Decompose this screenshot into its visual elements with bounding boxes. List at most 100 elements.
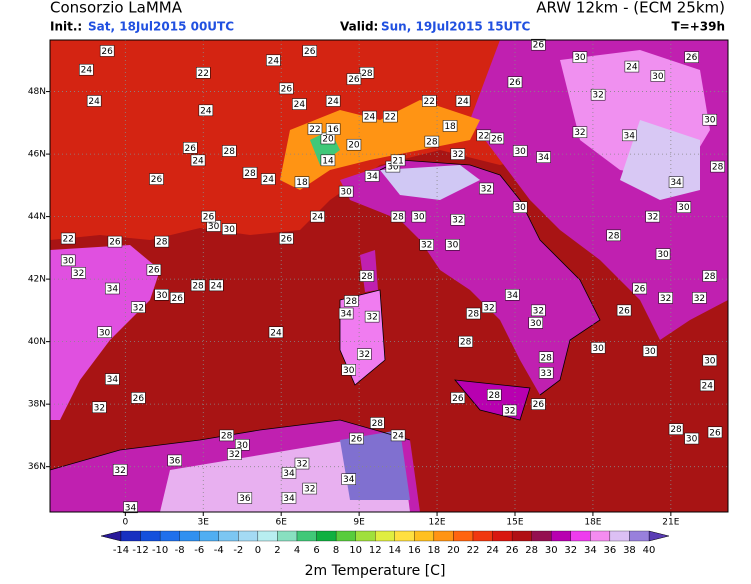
station-box (531, 38, 546, 51)
lon-tick-label: 18E (584, 518, 601, 528)
station-value: 24 (626, 63, 638, 73)
station-box (86, 95, 102, 107)
station-value: 28 (460, 338, 472, 348)
colorbar-bin (453, 530, 474, 542)
station-value: 26 (151, 175, 163, 185)
station-box (131, 301, 146, 314)
station-value: 26 (533, 400, 545, 410)
colorbar-bin (375, 530, 395, 542)
station-value: 32 (452, 150, 463, 160)
station-value: 30 (704, 116, 716, 126)
station-box (344, 295, 359, 307)
station-box (338, 307, 354, 320)
station-box (170, 292, 185, 304)
station-value: 32 (94, 403, 105, 413)
colorbar-bin (257, 530, 278, 542)
tunisia-core (340, 430, 410, 500)
station-value: 32 (421, 241, 432, 251)
station-value: 28 (361, 69, 373, 79)
colorbar-tick-label: 38 (623, 545, 636, 556)
station-value: 28 (221, 431, 233, 441)
colorbar-tick-label: 32 (564, 545, 577, 556)
station-value: 24 (268, 56, 280, 66)
colorbar-tick-label: 34 (584, 545, 597, 556)
station-value: 30 (657, 250, 669, 260)
station-box (650, 70, 666, 82)
colorbar-bin (570, 530, 591, 542)
colorbar-tick-label: -12 (132, 545, 148, 556)
station-value: 26 (634, 285, 646, 295)
station-box (668, 423, 684, 435)
station-box (622, 129, 637, 142)
station-value: 26 (452, 394, 464, 404)
station-box (505, 289, 520, 301)
station-box (710, 160, 725, 173)
colorbar-bin (218, 530, 239, 542)
station-value: 28 (156, 238, 168, 248)
colorbar-tick-label: -6 (194, 545, 204, 556)
colorbar-bin (316, 530, 337, 542)
lon-tick-label: 3E (198, 518, 210, 528)
station-box (466, 307, 481, 320)
station-box (221, 145, 237, 157)
station-value: 24 (200, 106, 212, 116)
station-box (481, 301, 497, 314)
valid-time: Sun, 19Jul2015 15UTC (381, 20, 530, 34)
colorbar-bin (238, 530, 259, 542)
station-box (320, 154, 336, 167)
station-value: 36 (169, 456, 181, 466)
station-box (346, 138, 362, 151)
station-box (668, 176, 684, 188)
station-box (362, 110, 377, 123)
station-value: 24 (312, 213, 324, 223)
colorbar-tick-label: 28 (525, 545, 538, 556)
station-value: 24 (262, 175, 274, 185)
station-value: 28 (346, 297, 358, 307)
station-value: 22 (478, 131, 489, 141)
valid-label: Valid: (340, 20, 378, 34)
colorbar-bin (629, 530, 650, 542)
station-value: 14 (322, 156, 334, 166)
station-value: 24 (211, 281, 223, 291)
station-box (370, 417, 385, 429)
colorbar-tick-label: 14 (388, 545, 401, 556)
station-value: 32 (483, 303, 494, 313)
colorbar-bin (199, 530, 219, 542)
station-value: 30 (224, 225, 236, 235)
station-value: 24 (81, 66, 93, 76)
station-box (684, 432, 699, 445)
station-box (71, 267, 86, 279)
station-box (266, 54, 281, 67)
station-value: 28 (540, 353, 552, 363)
station-box (268, 326, 284, 339)
station-value: 26 (281, 84, 293, 94)
station-box (458, 335, 473, 348)
station-box (219, 429, 234, 442)
station-value: 30 (387, 163, 399, 173)
station-value: 34 (125, 503, 137, 513)
station-box (357, 348, 372, 360)
station-value: 34 (538, 153, 550, 163)
colorbar-bin (394, 530, 415, 542)
station-value: 32 (359, 350, 370, 360)
station-value: 30 (574, 53, 586, 63)
colorbar-tick-label: 6 (313, 545, 319, 556)
station-box (99, 45, 115, 57)
station-box (190, 279, 206, 292)
station-value: 22 (198, 69, 209, 79)
station-value: 30 (413, 213, 425, 223)
station-value: 32 (481, 184, 492, 194)
station-box (60, 254, 76, 267)
station-value: 22 (424, 97, 435, 107)
colorbar-under (100, 530, 122, 542)
station-box (341, 473, 356, 485)
station-box (572, 126, 588, 138)
station-value: 28 (192, 281, 204, 291)
station-value: 24 (327, 97, 339, 107)
station-value: 26 (203, 213, 215, 223)
station-box (281, 467, 297, 479)
station-box (107, 235, 123, 248)
station-value: 24 (294, 100, 306, 110)
